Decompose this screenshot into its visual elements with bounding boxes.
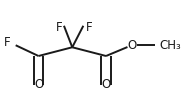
Text: F: F [4, 36, 11, 49]
Text: O: O [101, 78, 111, 91]
Text: CH₃: CH₃ [159, 39, 181, 52]
Text: O: O [34, 78, 43, 91]
Text: O: O [128, 39, 137, 52]
Text: F: F [56, 21, 62, 34]
Text: F: F [86, 21, 92, 34]
